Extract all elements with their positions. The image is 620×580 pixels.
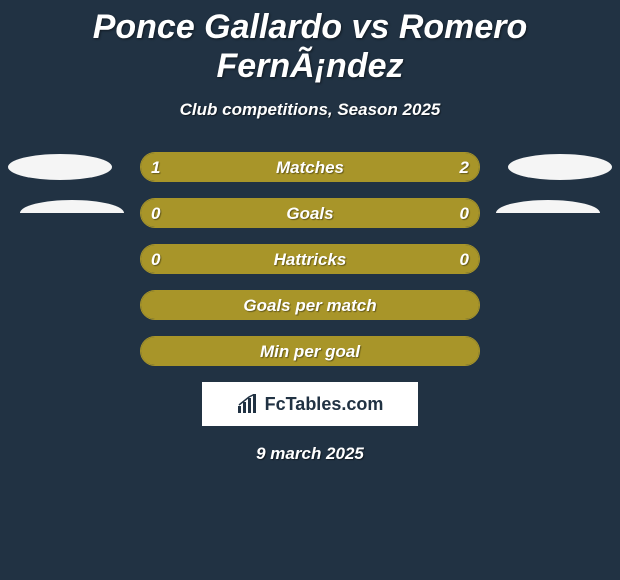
stat-label: Goals per match [141, 291, 479, 320]
stat-row: 00Goals [0, 198, 620, 228]
stat-bar: 12Matches [140, 152, 480, 182]
stat-label: Min per goal [141, 337, 479, 366]
stat-row: 00Hattricks [0, 244, 620, 274]
page-title: Ponce Gallardo vs Romero FernÃ¡ndez [0, 0, 620, 86]
player-left-placeholder [8, 154, 112, 180]
date-text: 9 march 2025 [0, 444, 620, 464]
player-right-placeholder [508, 154, 612, 180]
stat-bar: 00Hattricks [140, 244, 480, 274]
chart-icon [237, 394, 259, 414]
stat-row: Goals per match [0, 290, 620, 320]
stat-label: Goals [141, 199, 479, 228]
page-subtitle: Club competitions, Season 2025 [0, 100, 620, 120]
stat-bar: Goals per match [140, 290, 480, 320]
brand-box[interactable]: FcTables.com [202, 382, 418, 426]
stat-row: 12Matches [0, 152, 620, 182]
stat-bar: 00Goals [140, 198, 480, 228]
stat-label: Hattricks [141, 245, 479, 274]
player-right-placeholder [496, 200, 600, 226]
stat-bar: Min per goal [140, 336, 480, 366]
stat-label: Matches [141, 153, 479, 182]
brand-name: FcTables.com [265, 394, 384, 415]
stat-row: Min per goal [0, 336, 620, 366]
stat-rows: 12Matches 00Goals 00Hattricks Goals per mat… [0, 152, 620, 366]
player-left-placeholder [20, 200, 124, 226]
